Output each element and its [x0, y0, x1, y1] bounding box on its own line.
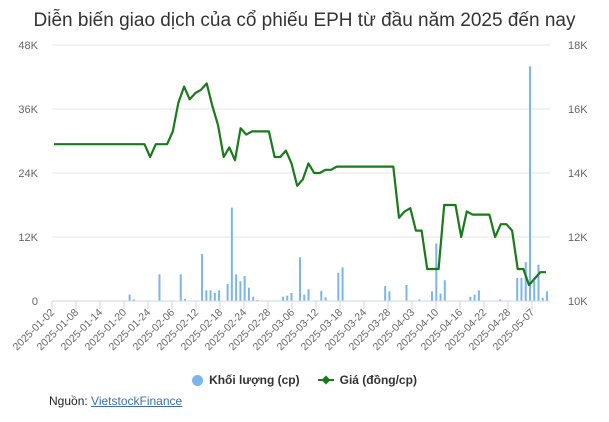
volume-bar[interactable]: [473, 294, 476, 301]
volume-bar[interactable]: [184, 298, 187, 301]
volume-bar[interactable]: [235, 274, 238, 301]
price-line-marker-icon: [317, 375, 334, 385]
volume-bar[interactable]: [218, 290, 221, 301]
source-prefix: Nguồn:: [49, 394, 92, 408]
right-axis: 10K 12K 14K 16K 18K: [568, 40, 588, 308]
volume-bar[interactable]: [243, 275, 246, 301]
volume-bar[interactable]: [337, 272, 340, 301]
volume-bar[interactable]: [341, 267, 344, 301]
volume-bar[interactable]: [290, 293, 293, 301]
right-axis-tick: 18K: [568, 40, 588, 52]
volume-bar[interactable]: [299, 257, 301, 301]
volume-bar[interactable]: [388, 291, 391, 301]
source-note: Nguồn: VietstockFinance: [49, 394, 182, 408]
legend-price-label: Giá (đồng/cp): [339, 373, 417, 387]
left-axis-tick: 12K: [18, 232, 38, 244]
volume-bars[interactable]: [128, 66, 548, 301]
volume-bar[interactable]: [209, 290, 212, 301]
right-axis-tick: 12K: [568, 232, 588, 244]
volume-bar[interactable]: [303, 294, 306, 301]
volume-bar[interactable]: [239, 281, 242, 301]
right-axis-tick: 14K: [568, 168, 588, 180]
volume-bar[interactable]: [307, 289, 310, 301]
legend-volume-label: Khối lượng (cp): [209, 373, 300, 387]
volume-bar[interactable]: [499, 299, 502, 301]
volume-bar[interactable]: [520, 278, 523, 301]
left-axis-tick: 48K: [18, 40, 38, 52]
volume-bar[interactable]: [286, 295, 289, 301]
volume-bar[interactable]: [541, 297, 544, 301]
volume-bar[interactable]: [281, 296, 284, 301]
volume-bar[interactable]: [418, 299, 421, 301]
chart-plot: 0 12K 24K 36K 48K 10K 12K 14K 16K 18K 2025-01-02…: [11, 40, 589, 353]
volume-bar[interactable]: [226, 283, 229, 301]
left-axis-tick: 36K: [18, 104, 38, 116]
volume-bar[interactable]: [439, 293, 442, 301]
price-line[interactable]: [54, 82, 546, 287]
gridlines: [52, 44, 550, 238]
volume-bar[interactable]: [528, 66, 531, 301]
right-axis-tick: 16K: [568, 104, 588, 116]
volume-bar[interactable]: [213, 293, 216, 301]
volume-bar[interactable]: [320, 290, 323, 301]
volume-bar[interactable]: [179, 274, 182, 301]
legend-item-volume[interactable]: Khối lượng (cp): [192, 373, 300, 387]
volume-bar[interactable]: [469, 296, 472, 301]
volume-bar[interactable]: [405, 285, 408, 301]
volume-bar[interactable]: [537, 264, 540, 301]
volume-bar[interactable]: [132, 299, 135, 301]
volume-bar[interactable]: [477, 290, 480, 301]
right-axis-tick: 10K: [568, 296, 588, 308]
volume-bar[interactable]: [252, 296, 255, 301]
legend-item-price[interactable]: Giá (đồng/cp): [317, 373, 417, 387]
volume-bar[interactable]: [533, 280, 536, 301]
x-axis: 2025-01-022025-01-082025-01-142025-01-20…: [11, 300, 550, 353]
left-axis-tick: 0: [32, 296, 38, 308]
volume-bar[interactable]: [247, 287, 250, 301]
left-axis-tick: 24K: [18, 168, 38, 180]
volume-bar[interactable]: [201, 254, 204, 301]
volume-bar[interactable]: [431, 291, 434, 301]
volume-bar[interactable]: [230, 207, 233, 301]
volume-bar[interactable]: [384, 286, 387, 301]
volume-bar[interactable]: [128, 294, 131, 301]
volume-bar[interactable]: [256, 299, 259, 301]
left-axis: 0 12K 24K 36K 48K: [18, 40, 38, 308]
volume-bar[interactable]: [546, 291, 548, 301]
chart-title: Diễn biến giao dịch của cổ phiếu EPH từ …: [33, 10, 576, 31]
volume-bar[interactable]: [524, 262, 527, 301]
volume-bar[interactable]: [443, 280, 446, 301]
source-link[interactable]: VietstockFinance: [91, 394, 183, 408]
volume-bar[interactable]: [205, 290, 208, 301]
legend: Khối lượng (cp) Giá (đồng/cp): [0, 373, 609, 387]
volume-bar[interactable]: [435, 243, 438, 301]
volume-bar[interactable]: [158, 274, 161, 301]
volume-bar[interactable]: [516, 278, 519, 301]
volume-bar[interactable]: [324, 297, 327, 301]
volume-dot-icon: [192, 374, 204, 386]
